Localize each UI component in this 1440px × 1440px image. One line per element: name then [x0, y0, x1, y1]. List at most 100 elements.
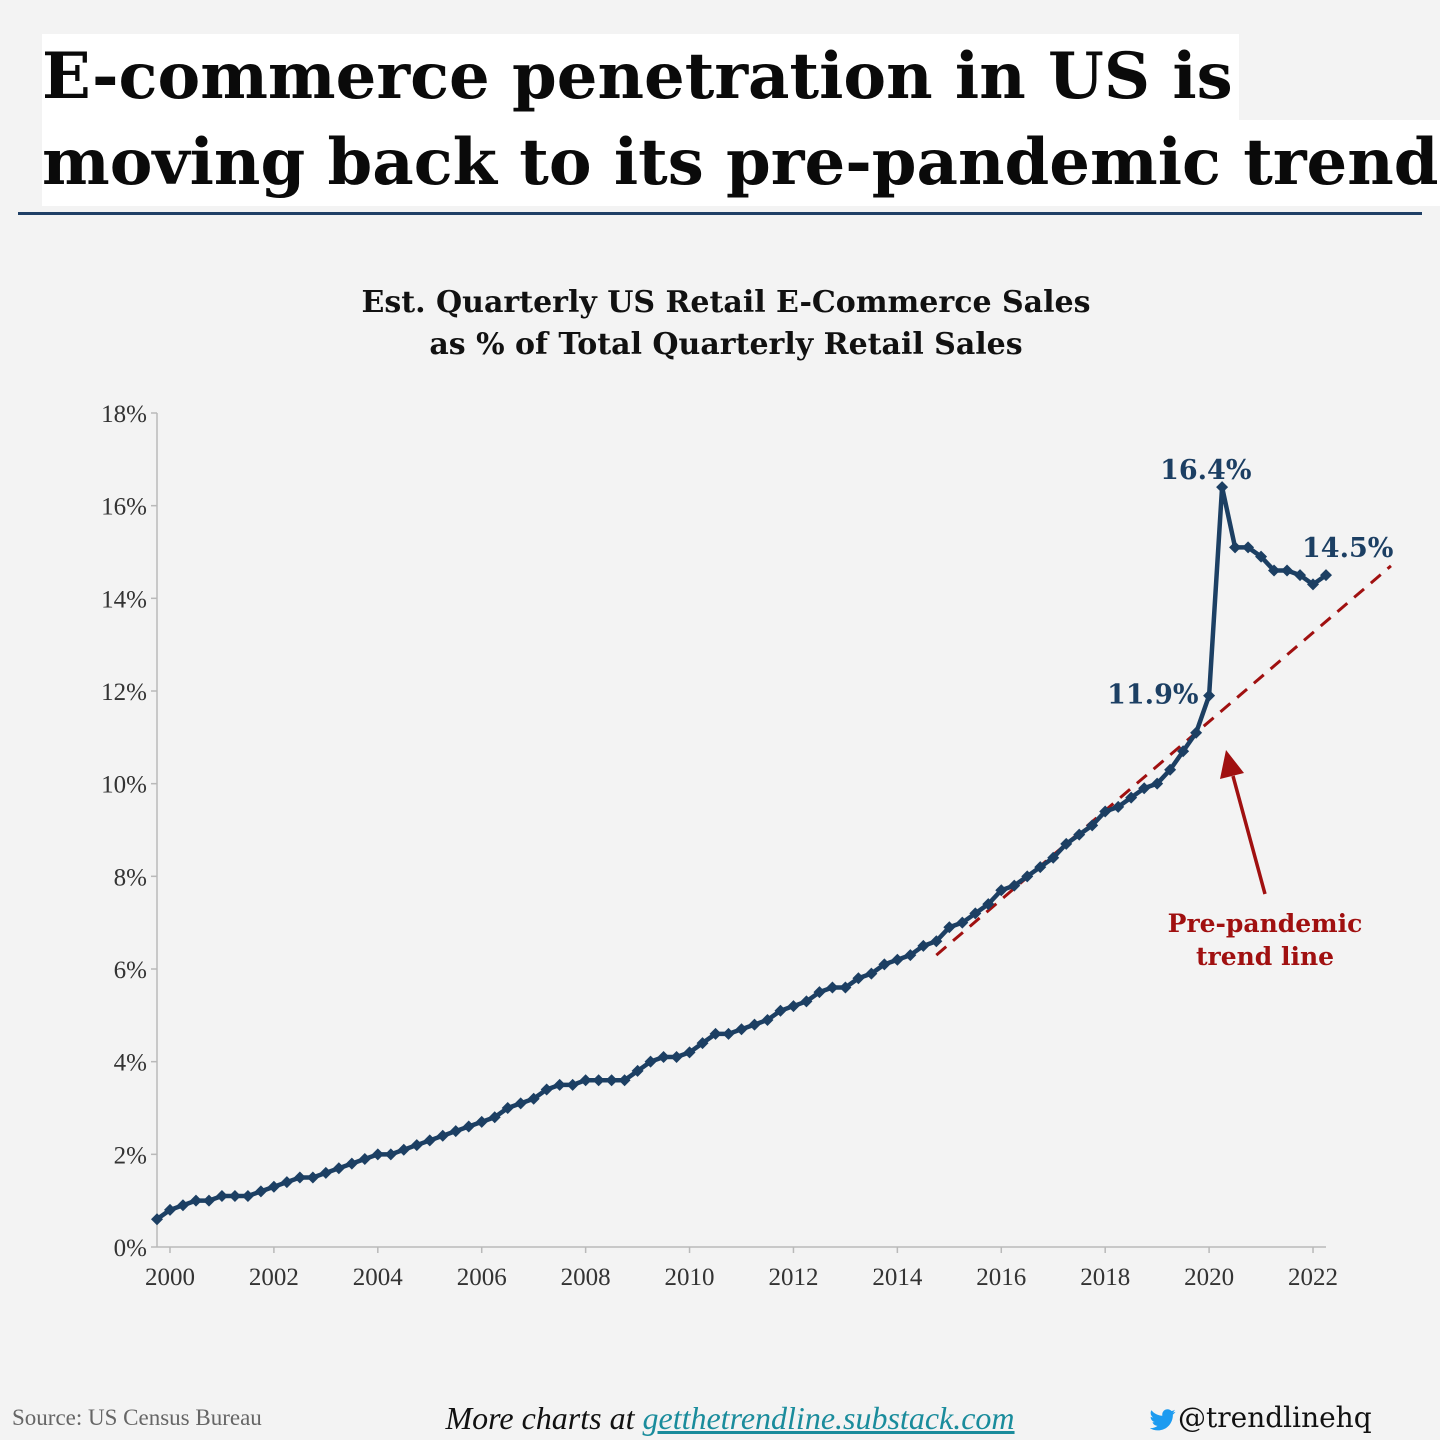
data-point: [189, 1194, 202, 1207]
data-point: [826, 981, 839, 994]
data-point: [579, 1074, 592, 1087]
data-point: [436, 1129, 449, 1142]
headline-line-1: E-commerce penetration in US is: [42, 34, 1239, 120]
data-label: 14.5%: [1302, 533, 1393, 564]
trend-label-line-1: Pre-pandemic: [1168, 909, 1363, 938]
data-point: [202, 1194, 215, 1207]
x-tick-label: 2000: [145, 1264, 195, 1291]
data-point: [254, 1185, 267, 1198]
data-point: [475, 1115, 488, 1128]
data-point: [228, 1190, 241, 1203]
data-point: [449, 1125, 462, 1138]
data-point: [813, 986, 826, 999]
trend-label-line-2: trend line: [1196, 942, 1334, 971]
data-point: [618, 1074, 631, 1087]
data-point: [566, 1078, 579, 1091]
data-point: [878, 958, 891, 971]
data-point: [631, 1064, 644, 1077]
data-point: [553, 1078, 566, 1091]
data-point: [410, 1139, 423, 1152]
data-point: [1060, 837, 1073, 850]
x-tick-label: 2022: [1288, 1264, 1338, 1291]
trend-arrow-head: [1220, 750, 1244, 779]
data-point: [735, 1023, 748, 1036]
data-point: [345, 1157, 358, 1170]
chart-title-line-1: Est. Quarterly US Retail E-Commerce Sale…: [361, 285, 1091, 320]
data-point: [891, 953, 904, 966]
data-point: [592, 1074, 605, 1087]
y-tick-label: 10%: [101, 772, 147, 799]
data-point: [176, 1199, 189, 1212]
data-point: [514, 1097, 527, 1110]
headline-rule: [18, 212, 1422, 215]
data-point: [1164, 763, 1177, 776]
x-tick-label: 2010: [665, 1264, 715, 1291]
data-point: [1008, 879, 1021, 892]
data-point: [1216, 481, 1229, 494]
data-point: [1307, 578, 1320, 591]
y-tick-label: 18%: [101, 401, 147, 428]
series-line: [154, 484, 1329, 1222]
line-chart: 0% 2% 4% 6% 8% 10% 12% 14% 16% 18% 2000 2002 2004 200…: [101, 401, 1393, 1291]
trend-arrow-shaft: [1231, 775, 1267, 895]
data-point: [1281, 564, 1294, 577]
data-point: [995, 884, 1008, 897]
data-point: [657, 1051, 670, 1064]
data-point: [397, 1143, 410, 1156]
y-tick-label: 8%: [114, 864, 147, 891]
data-point: [748, 1018, 761, 1031]
data-point: [761, 1013, 774, 1026]
data-point: [462, 1120, 475, 1133]
substack-link[interactable]: getthetrendline.substack.com: [642, 1400, 1015, 1436]
x-tick-label: 2002: [249, 1264, 299, 1291]
x-tick-label: 2016: [976, 1264, 1026, 1291]
data-point: [930, 935, 943, 948]
data-point: [1086, 819, 1099, 832]
data-point: [280, 1176, 293, 1189]
data-point: [151, 1213, 163, 1226]
data-point: [1203, 689, 1216, 702]
y-tick-label: 14%: [101, 586, 147, 613]
data-point: [1034, 861, 1047, 874]
data-point: [774, 1004, 787, 1017]
data-point: [1047, 851, 1060, 864]
data-point: [1320, 569, 1332, 582]
data-point: [501, 1102, 514, 1114]
data-point: [423, 1134, 436, 1147]
data-point: [969, 907, 982, 920]
data-point: [540, 1083, 553, 1096]
data-point: [956, 916, 969, 929]
data-point: [1229, 541, 1242, 554]
data-point: [917, 939, 930, 952]
y-tick-label: 2%: [114, 1142, 147, 1169]
data-point: [371, 1148, 384, 1161]
data-point: [787, 1000, 800, 1013]
headline-line-2: moving back to its pre-pandemic trend: [42, 120, 1440, 206]
data-point: [1073, 828, 1086, 841]
chart-title: Est. Quarterly US Retail E-Commerce Sale…: [0, 282, 1440, 366]
headline: E-commerce penetration in US is moving b…: [42, 34, 1440, 206]
data-point: [1125, 791, 1138, 804]
x-tick-label: 2012: [768, 1264, 818, 1291]
data-point: [1099, 805, 1112, 818]
data-point: [1242, 541, 1255, 554]
x-tick-label: 2006: [457, 1264, 507, 1291]
data-point: [644, 1055, 657, 1068]
data-point: [1138, 782, 1151, 795]
data-point: [839, 981, 852, 994]
data-point: [319, 1166, 332, 1179]
data-point: [358, 1152, 371, 1165]
data-label: 16.4%: [1160, 455, 1251, 486]
data-point: [1190, 726, 1203, 739]
data-point: [722, 1027, 735, 1040]
data-point: [1177, 745, 1190, 758]
data-point: [1021, 870, 1034, 883]
x-tick-label: 2018: [1080, 1264, 1130, 1291]
data-point: [800, 995, 813, 1008]
data-point: [1294, 569, 1307, 582]
data-point: [488, 1111, 501, 1124]
data-point: [683, 1046, 696, 1059]
twitter-handle[interactable]: @trendlinehq: [1149, 1398, 1372, 1438]
data-point: [1255, 550, 1268, 563]
y-tick-label: 4%: [114, 1050, 147, 1077]
